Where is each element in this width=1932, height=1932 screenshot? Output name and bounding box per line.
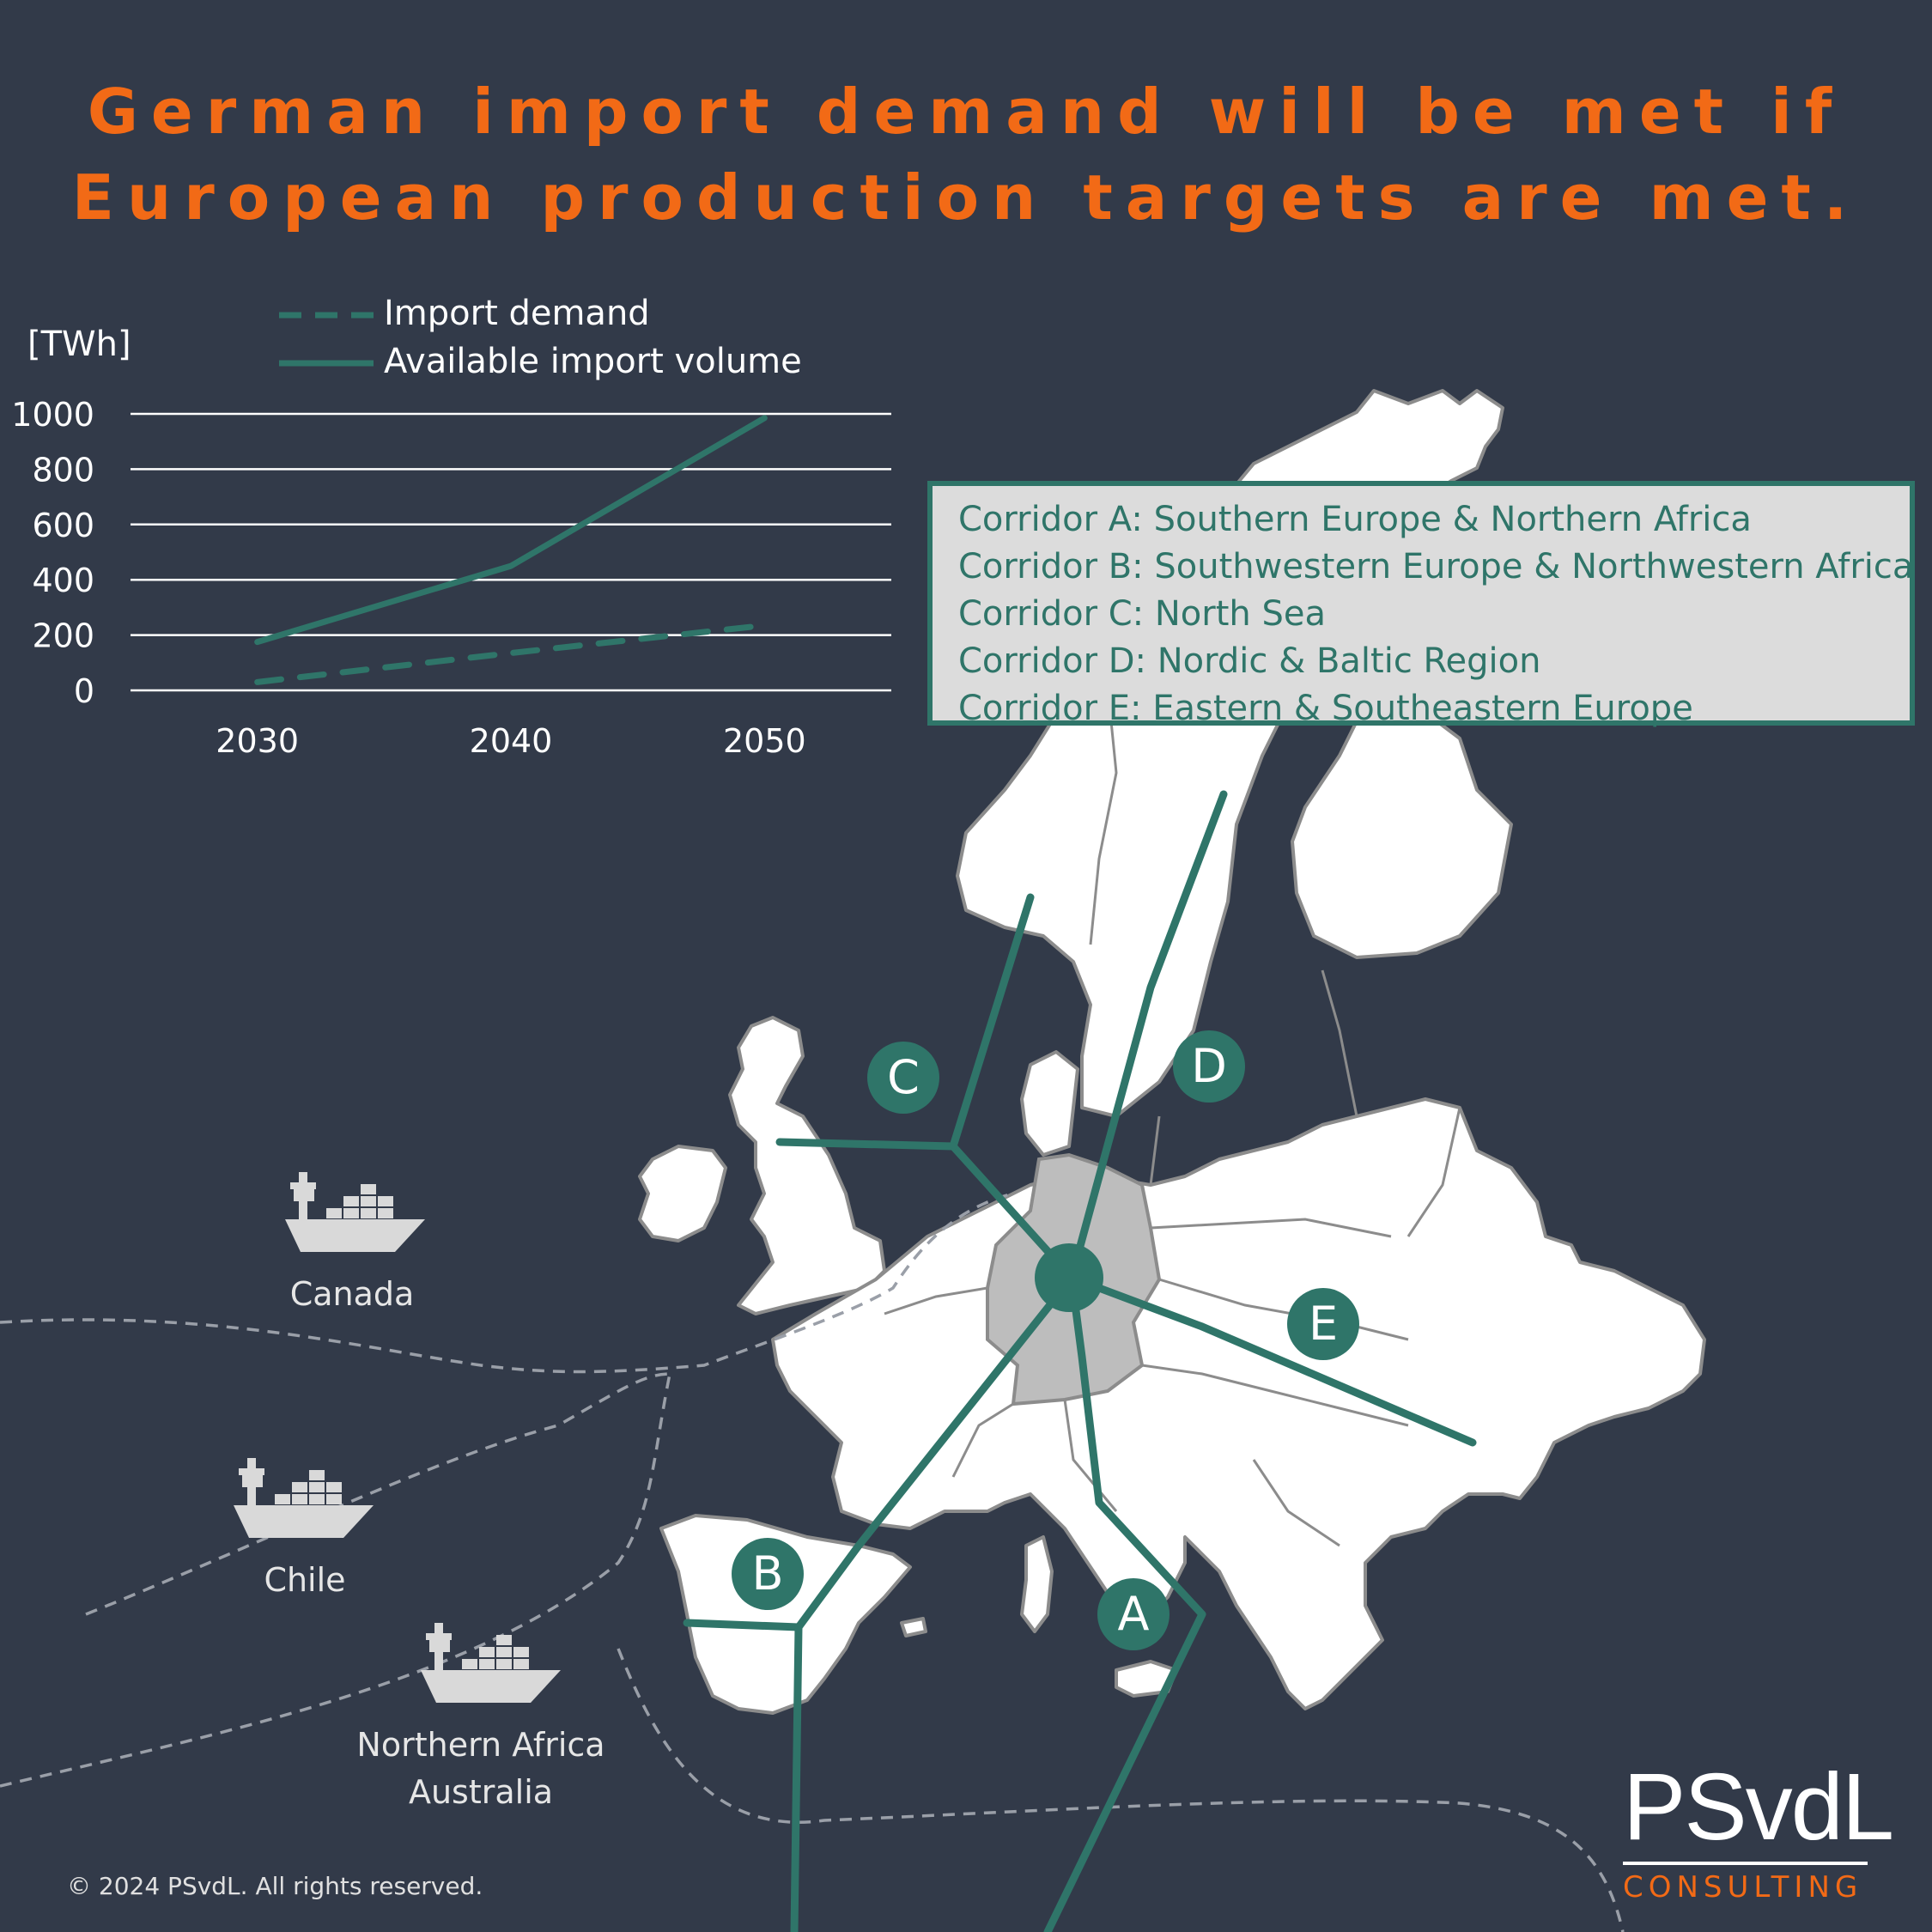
corridor-e-line [1067, 1273, 1477, 1447]
corridor-item-a: Corridor A: Southern Europe & Northern A… [958, 500, 1752, 539]
corridor-markers: A B C D E [732, 1030, 1359, 1650]
y-tick-label: 800 [32, 451, 94, 489]
balearic-landmass [900, 1617, 927, 1637]
legend-item-available-import-volume: Available import volume [279, 340, 802, 383]
page-title: German import demand will be met if Euro… [0, 69, 1932, 240]
x-tick-label: 2030 [216, 722, 299, 760]
y-tick-label: 600 [32, 507, 94, 544]
route-australia [617, 1648, 1625, 1932]
germany-hub-dot [1035, 1243, 1103, 1312]
corridor-legend-box: Corridor A: Southern Europe & Northern A… [927, 481, 1915, 728]
series-line-available-import-volume [254, 415, 768, 646]
denmark-landmass [1020, 1050, 1079, 1157]
corridor-b-south-line [790, 1623, 803, 1932]
corridor-b-line [683, 1273, 1076, 1631]
y-axis-unit-label: [TWh] [27, 325, 131, 364]
corridor-marker-b [732, 1538, 804, 1610]
dashed-line-swatch-icon [279, 312, 374, 319]
corridor-marker-a [1097, 1578, 1170, 1650]
corridor-marker-b-label: B [751, 1546, 783, 1601]
corridor-marker-a-label: A [1118, 1587, 1150, 1641]
corridor-marker-d-label: D [1191, 1039, 1227, 1093]
great-britain-landmass [728, 1016, 886, 1315]
corridor-marker-c [867, 1042, 939, 1114]
legend-label-import-demand: Import demand [384, 294, 650, 333]
corridor-marker-d [1173, 1030, 1245, 1103]
y-tick-label: 200 [32, 617, 94, 655]
route-canada [0, 1192, 1014, 1374]
logo-subtitle: CONSULTING [1623, 1870, 1863, 1905]
y-tick-label: 0 [74, 672, 94, 710]
x-tick-label: 2050 [723, 722, 806, 760]
legend-item-import-demand: Import demand [279, 292, 650, 335]
cargo-ship-icon [234, 1458, 374, 1538]
corridor-item-c: Corridor C: North Sea [958, 594, 1326, 634]
shipping-routes [0, 1192, 1625, 1932]
corridor-marker-e [1287, 1288, 1359, 1360]
corridor-item-d: Corridor D: Nordic & Baltic Region [958, 641, 1541, 681]
corridor-d-line [1067, 790, 1228, 1282]
corridor-marker-e-label: E [1309, 1297, 1338, 1351]
solid-line-swatch-icon [279, 360, 374, 367]
copyright-notice: © 2024 PSvdL. All rights reserved. [67, 1872, 483, 1900]
x-tick-label: 2040 [470, 722, 553, 760]
destination-label-canada: Canada [289, 1275, 415, 1313]
corridor-c-west-line [775, 1138, 957, 1151]
psvdl-logo: PSvdL CONSULTING [1623, 1754, 1894, 1905]
logo-divider [1623, 1862, 1868, 1865]
destination-label-australia: Australia [408, 1773, 554, 1811]
y-tick-label: 1000 [11, 396, 94, 434]
ireland-landmass [638, 1145, 727, 1242]
corridor-lines [683, 790, 1477, 1932]
legend-label-available-import-volume: Available import volume [384, 342, 802, 381]
destination-label-northern-africa: Northern Africa [356, 1726, 605, 1764]
route-chile [85, 1372, 671, 1616]
cargo-ship-icon [421, 1623, 561, 1703]
logo-wordmark: PSvdL [1623, 1754, 1894, 1860]
series-line-import-demand [254, 622, 768, 685]
corridor-item-b: Corridor B: Southwestern Europe & Northw… [958, 547, 1914, 586]
y-tick-label: 400 [32, 562, 94, 599]
corsica-sardinia-landmass [1020, 1535, 1054, 1633]
title-line-1: German import demand will be met if [87, 76, 1845, 148]
import-chart: 0 200 400 600 800 1000 2030 2040 2050 [11, 396, 891, 760]
route-africa [0, 1373, 671, 1788]
destination-label-chile: Chile [264, 1561, 346, 1599]
continental-europe-landmass [771, 1097, 1706, 1710]
cargo-ship-icon [285, 1172, 425, 1252]
corridor-item-e: Corridor E: Eastern & Southeastern Europ… [958, 689, 1693, 728]
corridor-a-line [1043, 1273, 1206, 1932]
title-line-2: European production targets are met. [71, 161, 1861, 234]
corridor-marker-c-label: C [887, 1050, 920, 1104]
